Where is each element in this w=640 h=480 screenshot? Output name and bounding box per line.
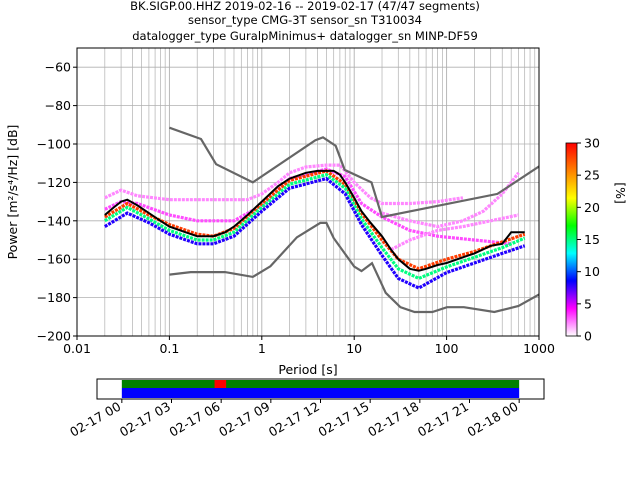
x-tick-label: 1 xyxy=(258,341,266,356)
y-tick-label: −100 xyxy=(37,137,71,152)
y-tick-label: −180 xyxy=(37,290,71,305)
timeline-tick-label: 02-18 00 xyxy=(464,399,520,440)
timeline-tick-label: 02-17 06 xyxy=(166,399,222,440)
y-axis-ticks: −60 −80 −100 −120 −140 −160 −180 −200 xyxy=(37,60,77,344)
timeline-used-bar xyxy=(121,380,520,388)
timeline-tick-label: 02-17 21 xyxy=(415,399,471,440)
timeline-tick-label: 02-17 12 xyxy=(266,399,322,440)
y-tick-label: −140 xyxy=(37,213,71,228)
colorbar-tick-label: 5 xyxy=(584,296,592,311)
title-line-3: datalogger_type GuralpMinimus+ datalogge… xyxy=(132,29,478,43)
colorbar-ticks: 0 5 10 15 20 25 30 xyxy=(577,136,600,344)
title-line-2: sensor_type CMG-3T sensor_sn T310034 xyxy=(188,13,422,27)
x-tick-label: 0.1 xyxy=(159,341,179,356)
y-tick-label: −200 xyxy=(37,329,71,344)
grid-lines xyxy=(76,48,539,337)
colorbar-tick-label: 30 xyxy=(584,136,600,151)
y-tick-label: −80 xyxy=(45,98,71,113)
timeline-data-bar xyxy=(121,388,520,398)
y-tick-label: −160 xyxy=(37,252,71,267)
timeline-bars xyxy=(121,380,520,398)
series-mode xyxy=(104,169,525,272)
colorbar-tick-label: 15 xyxy=(584,232,600,247)
x-tick-label: 0.01 xyxy=(63,341,91,356)
y-axis-label: Power [m²/s⁴/Hz] [dB] xyxy=(5,125,20,260)
x-tick-label: 10 xyxy=(346,341,362,356)
colorbar-tick-label: 0 xyxy=(584,329,592,344)
chart-title: BK.SIGP.00.HHZ 2019-02-16 -- 2019-02-17 … xyxy=(130,0,480,43)
plot-frame xyxy=(76,47,540,337)
x-tick-label: 1000 xyxy=(523,341,555,356)
timeline-tick-label: 02-17 18 xyxy=(365,399,421,440)
timeline-tick-label: 02-17 09 xyxy=(216,399,272,440)
series-NHNM xyxy=(169,126,539,219)
timeline-tick-label: 02-17 03 xyxy=(117,399,173,440)
psd-plot-area: 0.01 0.1 1 10 100 1000 −60 −80 −100 −120 −140 −160… xyxy=(5,47,555,377)
density-band-6 xyxy=(390,213,519,252)
timeline-tick-label: 02-17 00 xyxy=(67,399,123,440)
density-band-3 xyxy=(103,172,526,281)
y-tick-label: −60 xyxy=(45,60,71,75)
colorbar-label: [%] xyxy=(613,182,628,204)
colorbar-gradient xyxy=(565,142,578,337)
timeline-gap xyxy=(214,380,227,388)
colorbar-tick-label: 10 xyxy=(584,264,600,279)
timeline-tick-label: 02-17 15 xyxy=(315,399,371,440)
density-band-5 xyxy=(381,171,520,229)
series-NLNM xyxy=(169,221,539,314)
colorbar-tick-label: 20 xyxy=(584,200,600,215)
density-band-4 xyxy=(103,176,526,290)
density-band-0 xyxy=(104,163,464,206)
x-axis-ticks: 0.01 0.1 1 10 100 1000 xyxy=(63,336,555,356)
colorbar-tick-label: 25 xyxy=(584,168,600,183)
noise-model-lines xyxy=(104,126,539,314)
x-axis-label: Period [s] xyxy=(278,362,337,377)
title-line-1: BK.SIGP.00.HHZ 2019-02-16 -- 2019-02-17 … xyxy=(130,0,480,13)
x-tick-label: 100 xyxy=(435,341,459,356)
y-tick-label: −120 xyxy=(37,175,71,190)
colorbar: 0 5 10 15 20 25 30 [%] xyxy=(565,136,628,344)
